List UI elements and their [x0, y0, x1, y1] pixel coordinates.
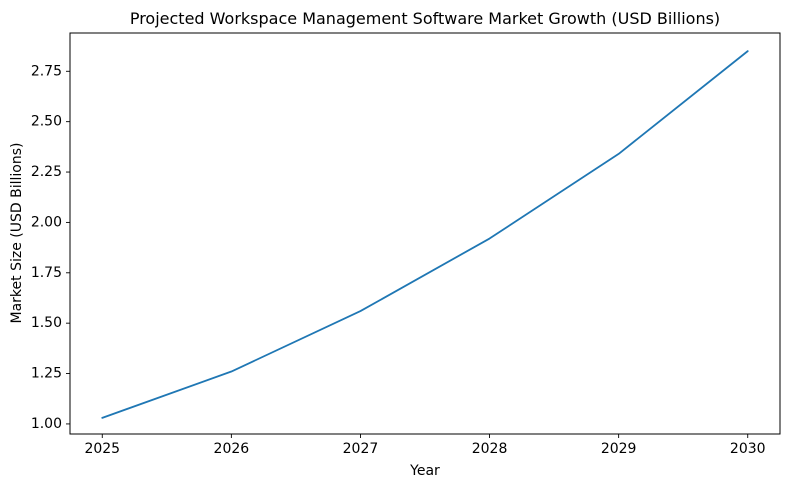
y-tick-label: 2.00	[31, 214, 62, 230]
x-axis-label: Year	[410, 463, 440, 479]
market-size-line	[101, 50, 749, 419]
x-tick-label: 2025	[84, 441, 120, 457]
y-tick-label: 2.50	[31, 114, 62, 130]
y-tick-label: 2.75	[31, 63, 62, 79]
x-tick-label: 2029	[601, 441, 637, 457]
y-tick-label: 2.25	[31, 164, 62, 180]
y-tick-label: 1.00	[31, 416, 62, 432]
axes-frame	[69, 32, 781, 435]
chart-title: Projected Workspace Management Software …	[129, 9, 721, 28]
x-tick-label: 2030	[730, 441, 766, 457]
x-tick-label: 2026	[214, 441, 250, 457]
x-tick-label: 2027	[343, 441, 379, 457]
y-tick-label: 1.50	[31, 315, 62, 331]
y-tick-label: 1.75	[31, 265, 62, 281]
x-tick-label: 2028	[472, 441, 508, 457]
y-axis-label: Market Size (USD Billions)	[9, 142, 25, 324]
y-tick-label: 1.25	[31, 366, 62, 382]
